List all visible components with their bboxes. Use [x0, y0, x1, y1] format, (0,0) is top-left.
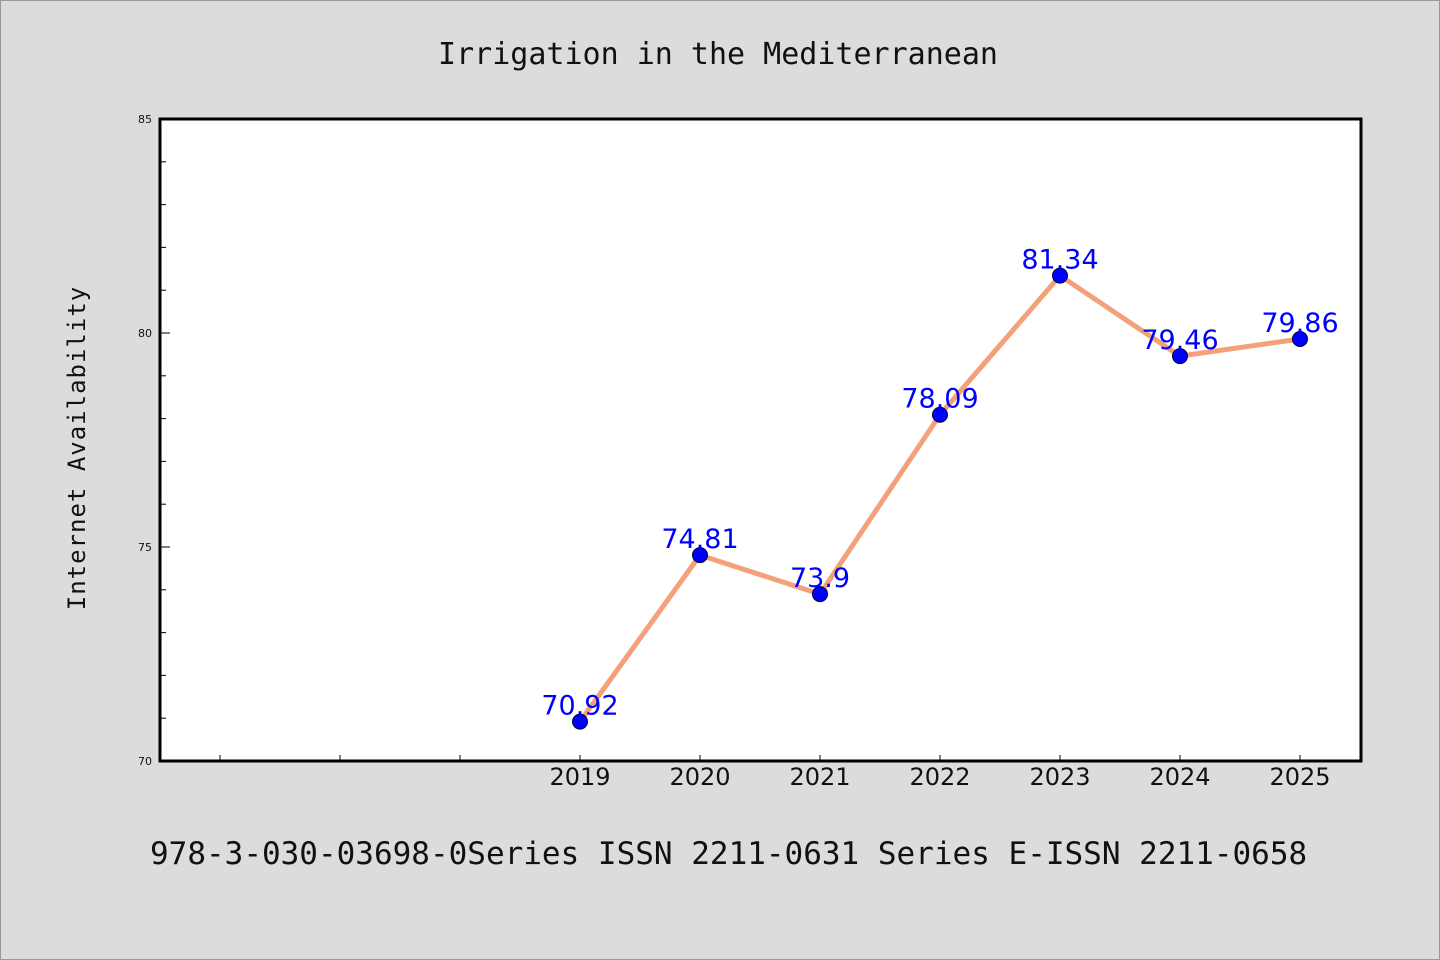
data-label: 81.34: [1021, 245, 1098, 276]
data-label: 74.81: [661, 524, 738, 555]
data-labels: 70.92 74.81 73.9 78.09 81.34 79.46 79.86: [541, 245, 1338, 722]
x-tick-label: 2020: [669, 763, 730, 791]
data-point: [1292, 330, 1308, 347]
x-tick-label: 2021: [789, 763, 850, 791]
plot-area: [158, 117, 1363, 763]
x-tick-label: 2023: [1029, 763, 1090, 791]
y-tick-label: 85: [138, 113, 152, 126]
y-axis: 70 75 80 85: [138, 113, 170, 768]
y-tick-label: 80: [138, 327, 152, 340]
data-label: 70.92: [541, 691, 618, 722]
series-layer: [572, 267, 1308, 730]
chart-title: Irrigation in the Mediterranean: [438, 37, 998, 72]
data-point: [572, 713, 588, 730]
data-label: 79.46: [1141, 325, 1218, 356]
x-axis: 2019 2020 2021 2022 2023 2024 2025: [219, 755, 1331, 791]
y-axis-label: Internet Availability: [63, 286, 91, 610]
y-tick-label: 70: [138, 755, 152, 768]
data-point: [1052, 267, 1068, 284]
footer-isbn-text: 978-3-030-03698-0Series ISSN 2211-0631 S…: [150, 836, 1307, 872]
data-point: [692, 547, 708, 564]
data-point: [932, 406, 948, 423]
data-label: 73.9: [790, 563, 850, 594]
x-tick-label: 2022: [909, 763, 970, 791]
x-tick-label: 2025: [1269, 763, 1330, 791]
y-tick-label: 75: [138, 541, 152, 554]
data-label: 79.86: [1261, 308, 1338, 339]
data-point: [1172, 348, 1188, 365]
data-point: [812, 586, 828, 603]
x-tick-label: 2019: [549, 763, 610, 791]
data-label: 78.09: [901, 384, 978, 415]
x-tick-label: 2024: [1149, 763, 1210, 791]
